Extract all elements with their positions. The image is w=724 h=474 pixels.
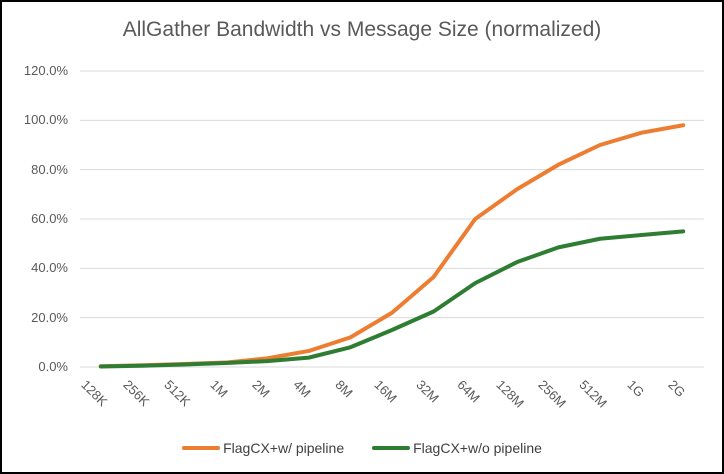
- legend-swatch-without-pipeline-line-icon: [372, 445, 411, 451]
- legend: FlagCX+w/ pipeline FlagCX+w/o pipeline: [2, 440, 722, 456]
- chart-title: AllGather Bandwidth vs Message Size (nor…: [122, 18, 602, 41]
- y-tick-label: 40.0%: [31, 260, 68, 276]
- legend-item-without-pipeline: FlagCX+w/o pipeline: [372, 440, 542, 456]
- y-tick-label: 60.0%: [31, 211, 68, 226]
- legend-item-with-pipeline: FlagCX+w/ pipeline: [182, 440, 344, 456]
- y-tick-label: 0.0%: [38, 359, 68, 374]
- legend-label-with-pipeline: FlagCX+w/ pipeline: [223, 440, 345, 456]
- legend-swatch-with-pipeline-line-icon: [182, 445, 221, 451]
- series-line-without-pipeline: [98, 229, 686, 369]
- y-tick-label: 80.0%: [31, 161, 68, 177]
- legend-label-without-pipeline: FlagCX+w/o pipeline: [413, 440, 542, 456]
- y-tick-label: 20.0%: [31, 309, 68, 325]
- y-tick-label: 100.0%: [23, 112, 68, 128]
- y-tick-label: 120.0%: [23, 63, 68, 78]
